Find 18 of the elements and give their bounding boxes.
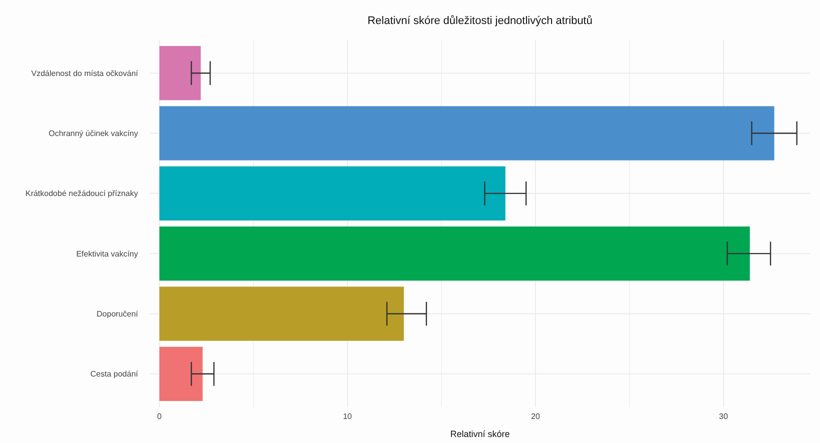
chart-title: Relativní skóre důležitosti jednotlivých atributů <box>367 15 593 27</box>
y-tick-label: Ochranný účinek vakcíny <box>48 129 138 138</box>
x-tick-label: 10 <box>342 412 352 421</box>
y-tick-label: Cesta podání <box>90 370 139 379</box>
x-axis-title: Relativní skóre <box>450 429 510 439</box>
bar <box>159 166 506 220</box>
bar <box>159 46 201 100</box>
bar <box>159 286 404 341</box>
bar <box>159 106 774 160</box>
x-tick-label: 0 <box>157 412 162 421</box>
y-tick-label: Vzdálenost do místa očkování <box>31 68 139 78</box>
x-tick-label: 20 <box>531 412 540 421</box>
y-tick-label: Krátkodobé nežádoucí příznaky <box>25 189 138 198</box>
x-tick-label: 30 <box>719 412 728 421</box>
y-tick-label: Doporučení <box>96 310 139 319</box>
bar <box>159 346 203 401</box>
y-tick-label: Efektivita vakcíny <box>76 249 138 258</box>
bar <box>159 226 750 281</box>
